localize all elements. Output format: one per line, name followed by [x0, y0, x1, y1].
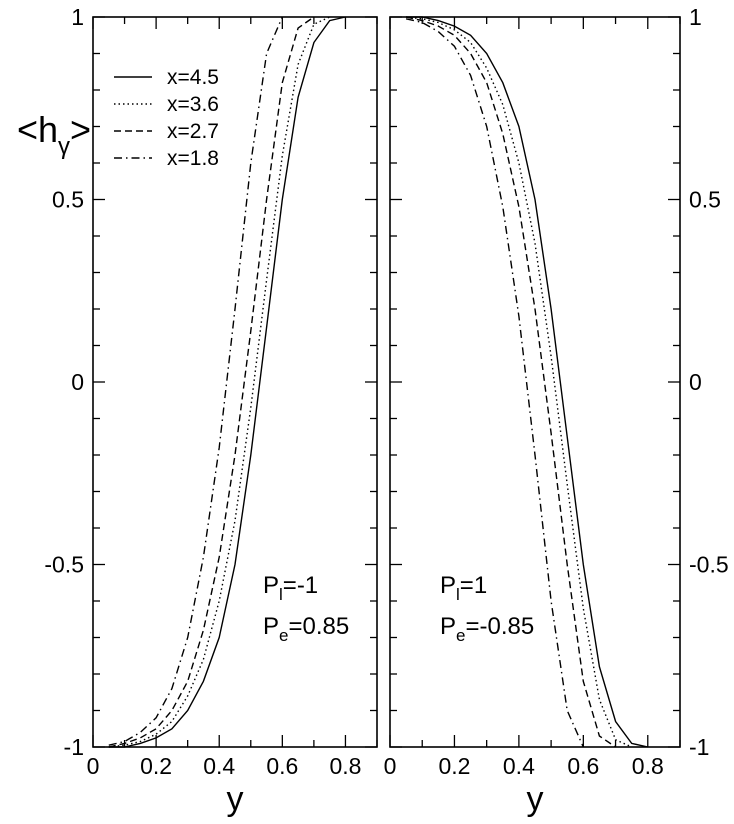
y-tick-label: 1: [689, 4, 702, 30]
x-tick-label: 0.8: [329, 753, 361, 779]
x-tick-label: 0: [87, 753, 100, 779]
x-tick-label: 0.2: [140, 753, 172, 779]
x-axis-title: y: [527, 780, 544, 818]
y-axis-title: <hγ>: [17, 109, 91, 160]
legend-label: x=1.8: [167, 147, 219, 170]
annotation-label: Pl=1: [440, 572, 487, 604]
annotation-label: Pe=0.85: [263, 613, 349, 645]
x-tick-label: 0.2: [438, 753, 470, 779]
y-tick-label: -1: [64, 734, 84, 760]
annotation-label: Pe=-0.85: [440, 613, 534, 645]
legend-label: x=4.5: [167, 66, 219, 89]
annotation-label: Pl=-1: [263, 572, 318, 604]
y-tick-label: 1: [71, 4, 84, 30]
legend-label: x=2.7: [167, 120, 219, 143]
legend-label: x=3.6: [167, 93, 219, 116]
plot-frame: [389, 16, 681, 748]
y-tick-label: 0: [689, 369, 702, 395]
y-tick-label: 0.5: [52, 187, 84, 213]
y-tick-label: -1: [689, 734, 709, 760]
legend: x=4.5 x=3.6 x=2.7 x=1.8: [114, 66, 219, 170]
y-tick-label: 0.5: [689, 187, 721, 213]
y-tick-label: -0.5: [44, 552, 84, 578]
series-line-x27: [405, 16, 616, 748]
series-line-x27: [108, 16, 315, 748]
x-tick-label: 0.4: [203, 753, 235, 779]
left-panel: 0 0.2 0.4 0.6 0.8 -1 -0.5 0 0.5 1 y Pl=-1 Pe=0.85: [44, 4, 378, 818]
x-tick-label: 0.8: [632, 753, 664, 779]
series-line-x45: [406, 16, 648, 748]
x-axis-title: y: [227, 780, 244, 818]
chart-text-overlay: <hγ> x=4.5 x=3.6 x=2.7 x=1.8: [17, 66, 219, 170]
right-panel: 0 0.2 0.4 0.6 0.8 1 0.5 0 -0.5 -1 y Pl=1 Pe=-0.85: [384, 4, 729, 818]
x-tick-label: 0.4: [503, 753, 535, 779]
x-tick-label: 0: [384, 753, 397, 779]
x-tick-label: 0.6: [266, 753, 298, 779]
y-tick-label: 0: [71, 369, 84, 395]
series-line-x36: [108, 16, 330, 748]
series-line-x45: [108, 16, 346, 748]
x-tick-label: 0.6: [567, 753, 599, 779]
y-tick-label: -0.5: [689, 552, 729, 578]
